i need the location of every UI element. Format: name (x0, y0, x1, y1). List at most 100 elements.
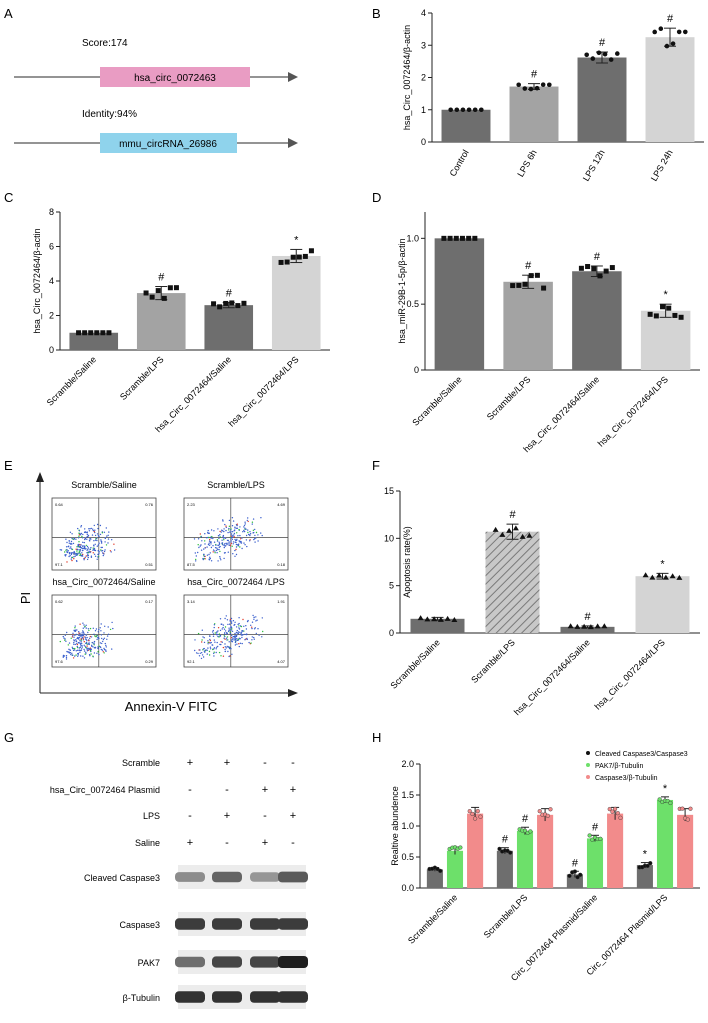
flow-q2-value: 4.69 (277, 502, 286, 507)
flow-event-dot (65, 658, 68, 660)
flow-event-dot (78, 636, 81, 639)
flow-event-dot (195, 560, 197, 562)
flow-event-dot (84, 636, 87, 638)
chart-f-datapoint (601, 623, 608, 629)
flow-event-dot (234, 638, 237, 641)
flow-event-dot (70, 540, 73, 543)
blot-band (212, 871, 242, 883)
flow-event-dot (63, 551, 66, 553)
flow-event-dot (97, 553, 99, 556)
flow-event-dot (240, 625, 243, 628)
flow-event-dot (78, 549, 80, 551)
flow-event-dot (81, 644, 83, 647)
flow-event-dot (208, 553, 210, 556)
flow-event-dot (77, 634, 80, 636)
flow-q4-value: 97.1 (55, 562, 64, 567)
blot-condition-mark: - (225, 837, 229, 849)
chart-h-bar (656, 799, 674, 888)
flow-event-dot (213, 651, 215, 653)
flow-event-dot (75, 548, 77, 550)
flow-event-dot (88, 648, 90, 651)
flow-event-dot (261, 534, 263, 537)
chart-f-datapoint (499, 531, 506, 537)
flow-event-dot (222, 646, 225, 649)
chart-c-ytick-label: 2 (49, 311, 54, 321)
chart-h-legend-marker (586, 775, 590, 779)
chart-c-datapoint (229, 300, 235, 306)
flow-event-dot (77, 546, 80, 548)
flow-event-dot (66, 551, 69, 554)
chart-d-datapoint (609, 265, 615, 271)
flow-event-dot (202, 656, 205, 658)
flow-event-dot (243, 530, 246, 533)
flow-event-dot (86, 645, 88, 647)
blot-condition-label: hsa_Circ_0072464 Plasmid (50, 785, 160, 795)
flow-event-dot (234, 538, 236, 541)
flow-event-dot (234, 632, 236, 635)
chart-d-datapoint (466, 235, 472, 241)
flow-event-dot (102, 638, 105, 641)
flow-event-dot (103, 652, 105, 654)
flow-event-dot (238, 625, 240, 627)
flow-event-dot (194, 639, 196, 641)
flow-event-dot (88, 639, 90, 642)
flow-event-dot (83, 557, 86, 560)
chart-b-datapoint (466, 107, 472, 113)
flow-event-dot (222, 626, 224, 629)
flow-event-dot (213, 655, 215, 657)
flow-event-dot (64, 634, 67, 636)
flow-event-dot (226, 619, 229, 621)
flow-event-dot (75, 639, 77, 641)
flow-event-dot (216, 540, 219, 542)
chart-b-annotation: # (667, 13, 674, 25)
flow-event-dot (73, 649, 76, 651)
flow-event-dot (111, 648, 113, 650)
flow-event-dot (234, 555, 236, 557)
flow-event-dot (92, 529, 95, 532)
flow-event-dot (103, 648, 106, 651)
flow-event-dot (71, 652, 73, 654)
chart-b-ytick-label: 1 (421, 105, 426, 115)
flow-event-dot (210, 543, 212, 545)
flow-event-dot (227, 551, 229, 553)
flow-event-dot (231, 545, 233, 547)
flow-event-dot (230, 637, 232, 639)
chart-c-bar (136, 293, 186, 350)
flow-event-dot (236, 639, 238, 641)
flow-event-dot (216, 547, 218, 549)
flow-event-dot (62, 635, 64, 638)
flow-event-dot (206, 649, 208, 651)
flow-event-dot (209, 552, 211, 554)
flow-event-dot (91, 534, 94, 536)
flow-event-dot (70, 542, 72, 545)
flow-event-dot (239, 534, 241, 537)
chart-b-datapoint (652, 29, 657, 35)
flow-event-dot (204, 533, 206, 535)
flow-event-dot (86, 643, 88, 645)
flow-event-dot (74, 553, 76, 555)
flow-event-dot (107, 538, 110, 540)
chart-h-datapoint (497, 846, 502, 851)
flow-event-dot (224, 552, 226, 554)
flow-event-dot (222, 655, 225, 657)
flow-event-dot (244, 523, 246, 525)
flow-event-dot (214, 547, 217, 549)
flow-event-dot (246, 545, 248, 548)
chart-h-bar (677, 814, 694, 888)
flow-event-dot (76, 649, 79, 651)
chart-h-datapoint (688, 806, 693, 811)
chart-f-datapoint (649, 574, 656, 580)
flow-event-dot (227, 531, 229, 534)
flow-event-dot (232, 541, 235, 543)
flow-event-dot (86, 650, 89, 652)
flow-event-dot (238, 627, 240, 629)
flow-event-dot (80, 525, 83, 527)
chart-d-datapoint (441, 235, 447, 241)
flow-event-dot (242, 531, 244, 533)
chart-b-datapoint (528, 86, 534, 92)
flow-event-dot (73, 641, 75, 644)
chart-h-datapoint (478, 814, 483, 819)
blot-band (278, 956, 308, 968)
flow-event-dot (107, 626, 109, 628)
panel-letter-h: H (372, 730, 381, 745)
